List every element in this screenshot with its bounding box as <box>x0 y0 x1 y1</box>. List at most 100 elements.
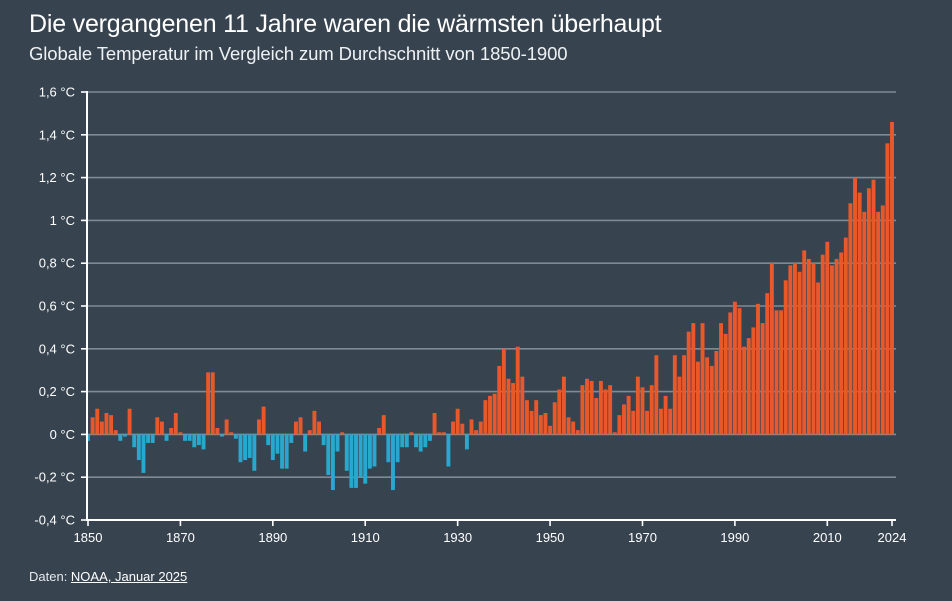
bar-1983 <box>700 323 705 435</box>
bar-1929 <box>451 421 455 435</box>
bar-1864 <box>150 434 155 443</box>
bar-1932 <box>464 434 469 450</box>
bar-1923 <box>423 434 428 448</box>
y-tick-label: 0,8 °C <box>39 256 75 271</box>
bar-1979 <box>682 355 687 435</box>
bar-2016 <box>853 177 857 435</box>
bar-2013 <box>839 252 844 435</box>
bar-1940 <box>501 348 506 435</box>
bar-1876 <box>206 372 211 435</box>
bar-1984 <box>705 357 710 435</box>
y-axis-ticks: 1,6 °C 1,4 °C 1,2 °C 1 °C 0,8 °C 0,6 °C 0,4 °C… <box>34 85 87 528</box>
bar-1856 <box>113 430 118 435</box>
bar-1916 <box>391 434 395 491</box>
bar-1875 <box>201 434 206 450</box>
source-link[interactable]: NOAA, Januar 2025 <box>70 569 188 584</box>
x-tick-label: 1930 <box>443 530 472 545</box>
bar-1930 <box>455 408 460 435</box>
x-tick-label: 1990 <box>720 530 749 545</box>
bar-1862 <box>141 434 146 473</box>
bar-1886 <box>252 434 257 471</box>
bar-1974 <box>659 408 663 435</box>
bar-1906 <box>344 434 349 471</box>
bar-1994 <box>751 327 756 435</box>
bars <box>86 121 894 491</box>
bar-1926 <box>437 432 442 435</box>
bar-1887 <box>257 419 261 435</box>
bar-1917 <box>395 434 400 463</box>
bar-1865 <box>155 417 160 435</box>
bar-1921 <box>414 434 419 448</box>
chart-subtitle: Globale Temperatur im Vergleich zum Durc… <box>29 43 568 64</box>
bar-2004 <box>797 271 802 435</box>
bar-1961 <box>598 380 603 435</box>
bar-2006 <box>806 258 811 435</box>
bar-1903 <box>330 434 335 491</box>
bar-1946 <box>529 410 534 435</box>
bar-1902 <box>326 434 331 476</box>
bar-1918 <box>400 434 405 448</box>
bar-2009 <box>820 254 825 435</box>
bar-1897 <box>303 434 308 452</box>
source-prefix: Daten: <box>29 569 71 584</box>
bar-2021 <box>876 211 881 435</box>
bar-1884 <box>243 434 248 461</box>
bar-1922 <box>418 434 423 452</box>
bar-1872 <box>187 434 192 441</box>
bar-1989 <box>728 312 733 435</box>
bar-1968 <box>631 410 636 435</box>
bar-1981 <box>691 323 696 435</box>
bar-1939 <box>497 365 502 435</box>
bar-1993 <box>746 338 751 435</box>
bar-2011 <box>829 265 834 435</box>
bar-1907 <box>349 434 354 488</box>
bar-2024 <box>890 121 894 435</box>
bar-1958 <box>585 378 589 435</box>
bar-2014 <box>843 237 848 435</box>
bar-1941 <box>506 378 511 435</box>
bar-1874 <box>196 434 201 446</box>
bar-1945 <box>525 400 529 435</box>
bar-1956 <box>575 430 580 435</box>
y-tick-label: 1,6 °C <box>39 85 75 100</box>
bar-1899 <box>312 410 317 435</box>
x-tick-label: 1970 <box>628 530 657 545</box>
bar-1882 <box>233 434 238 439</box>
bar-1975 <box>663 395 668 435</box>
bar-1911 <box>367 434 372 469</box>
bar-1999 <box>774 310 779 435</box>
bar-1914 <box>381 415 386 435</box>
bar-1883 <box>238 434 243 463</box>
bar-2000 <box>779 310 784 435</box>
bar-1867 <box>164 434 169 441</box>
bar-2018 <box>862 211 867 435</box>
bar-1965 <box>617 415 622 435</box>
bar-1935 <box>478 421 483 435</box>
bar-1866 <box>159 421 164 435</box>
x-tick-label: 2024 <box>878 530 907 545</box>
bar-1927 <box>441 432 446 435</box>
bar-1905 <box>340 432 345 435</box>
x-tick-label: 1910 <box>351 530 380 545</box>
bar-1868 <box>169 427 174 435</box>
bar-1997 <box>765 293 770 435</box>
bar-1888 <box>261 406 266 435</box>
bar-2005 <box>802 250 807 435</box>
bar-1969 <box>635 376 640 435</box>
bar-1992 <box>742 346 747 435</box>
bar-1955 <box>571 421 576 435</box>
bar-1919 <box>404 434 409 448</box>
bar-1982 <box>695 361 700 435</box>
y-tick-label: -0,2 °C <box>34 470 75 485</box>
bar-1973 <box>654 355 659 435</box>
bar-1859 <box>127 408 132 435</box>
source-note: Daten: NOAA, Januar 2025 <box>29 569 187 584</box>
bar-1900 <box>317 421 321 435</box>
bar-2001 <box>783 280 788 435</box>
bar-1915 <box>386 434 391 463</box>
bar-2017 <box>857 192 862 435</box>
bar-1928 <box>446 434 451 467</box>
bar-1861 <box>136 434 141 461</box>
bar-1972 <box>649 385 654 435</box>
bar-1851 <box>90 417 95 435</box>
